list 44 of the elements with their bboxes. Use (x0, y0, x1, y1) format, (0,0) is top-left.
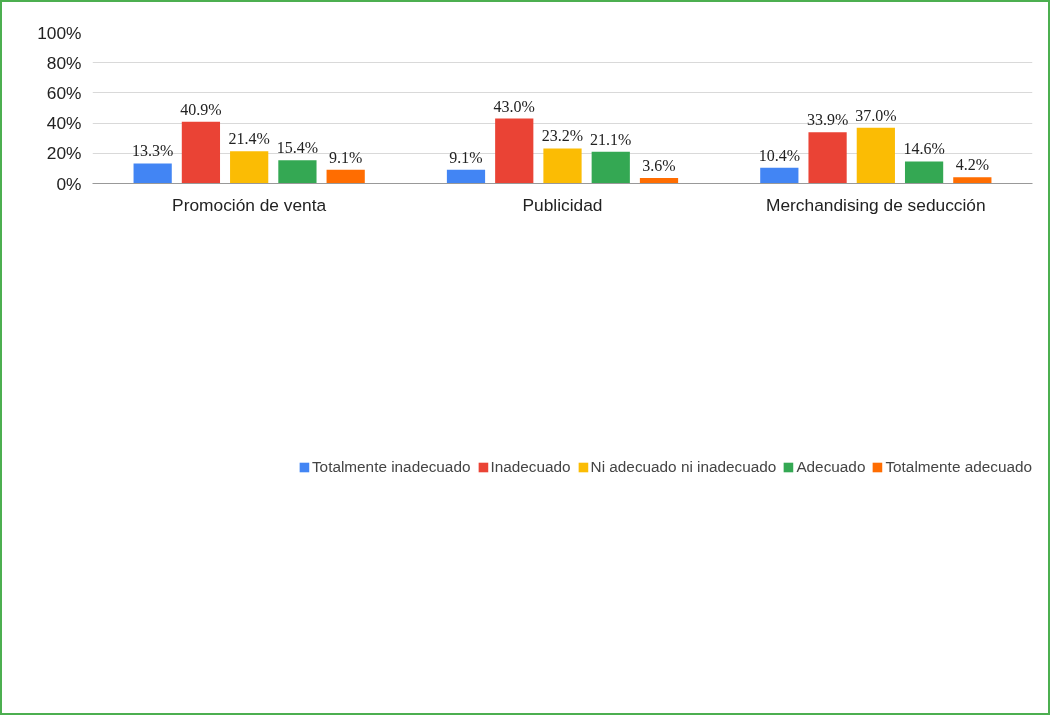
bar (133, 163, 172, 184)
legend-label: Totalmente adecuado (885, 458, 1032, 476)
bar (326, 169, 365, 184)
legend-label: Inadecuado (490, 458, 571, 476)
bar (591, 151, 630, 184)
y-tick-label: 20% (46, 143, 82, 164)
x-tick-label: Promoción de venta (172, 194, 327, 215)
data-label: 33.9% (806, 111, 849, 129)
bar (904, 161, 944, 184)
bar (543, 148, 582, 184)
bar (446, 169, 486, 184)
bar (953, 177, 992, 184)
bar (808, 132, 847, 184)
legend-label: Ni adecuado ni inadecuado (590, 458, 777, 476)
data-label: 21.4% (228, 130, 270, 148)
x-tick-label: Merchandising de seducción (766, 194, 986, 215)
data-label: 10.4% (758, 146, 800, 164)
bar (856, 127, 895, 184)
y-tick-label: 100% (37, 22, 82, 43)
bar (181, 121, 221, 184)
data-label: 21.1% (590, 130, 632, 148)
y-tick-label: 0% (56, 173, 82, 194)
legend-label: Adecuado (796, 458, 866, 476)
data-label: 40.9% (180, 100, 222, 118)
data-label: 3.6% (642, 157, 676, 175)
data-label: 4.2% (955, 156, 989, 174)
y-tick-label: 80% (46, 52, 82, 73)
data-label: 43.0% (493, 97, 535, 115)
data-label: 9.1% (329, 148, 363, 166)
x-tick-label: Publicidad (522, 194, 603, 215)
y-tick-label: 60% (46, 82, 82, 103)
y-tick-label: 40% (46, 113, 82, 134)
bar (760, 167, 799, 184)
bar (495, 118, 534, 184)
data-label: 23.2% (541, 127, 584, 145)
bar (639, 178, 679, 184)
bar (230, 151, 269, 184)
data-label: 37.0% (855, 106, 897, 124)
data-label: 9.1% (449, 148, 483, 166)
data-label: 15.4% (276, 139, 319, 157)
data-label: 13.3% (132, 142, 174, 160)
legend-label: Totalmente inadecuado (311, 458, 471, 476)
bar (278, 160, 317, 184)
data-label: 14.6% (903, 140, 945, 158)
